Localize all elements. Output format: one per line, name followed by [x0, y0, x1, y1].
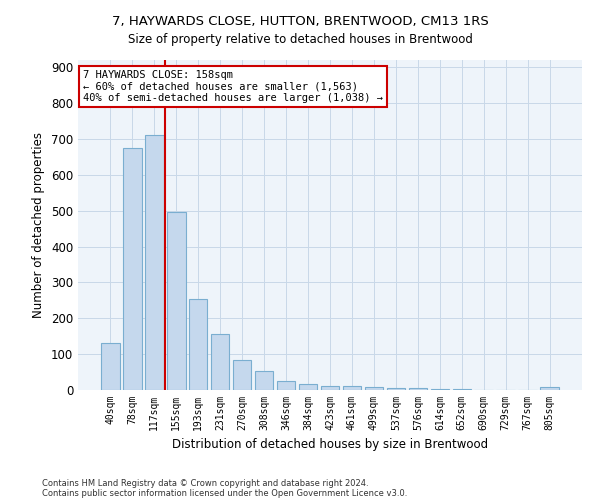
Bar	[145, 136, 164, 390]
Bar	[233, 360, 251, 390]
Text: 7, HAYWARDS CLOSE, HUTTON, BRENTWOOD, CM13 1RS: 7, HAYWARDS CLOSE, HUTTON, BRENTWOOD, CM…	[112, 15, 488, 28]
Bar	[541, 387, 559, 390]
Bar	[320, 386, 340, 390]
Text: Contains public sector information licensed under the Open Government Licence v3: Contains public sector information licen…	[42, 488, 407, 498]
Y-axis label: Number of detached properties: Number of detached properties	[32, 132, 46, 318]
Bar	[277, 381, 295, 390]
Bar	[343, 386, 361, 390]
Text: 7 HAYWARDS CLOSE: 158sqm
← 60% of detached houses are smaller (1,563)
40% of sem: 7 HAYWARDS CLOSE: 158sqm ← 60% of detach…	[83, 70, 383, 103]
Text: Size of property relative to detached houses in Brentwood: Size of property relative to detached ho…	[128, 32, 472, 46]
Bar	[167, 212, 185, 390]
Bar	[386, 388, 405, 390]
X-axis label: Distribution of detached houses by size in Brentwood: Distribution of detached houses by size …	[172, 438, 488, 452]
Bar	[299, 384, 317, 390]
Bar	[365, 387, 383, 390]
Bar	[211, 334, 229, 390]
Bar	[255, 372, 274, 390]
Bar	[101, 344, 119, 390]
Bar	[409, 388, 427, 390]
Bar	[189, 298, 208, 390]
Text: Contains HM Land Registry data © Crown copyright and database right 2024.: Contains HM Land Registry data © Crown c…	[42, 478, 368, 488]
Bar	[123, 148, 142, 390]
